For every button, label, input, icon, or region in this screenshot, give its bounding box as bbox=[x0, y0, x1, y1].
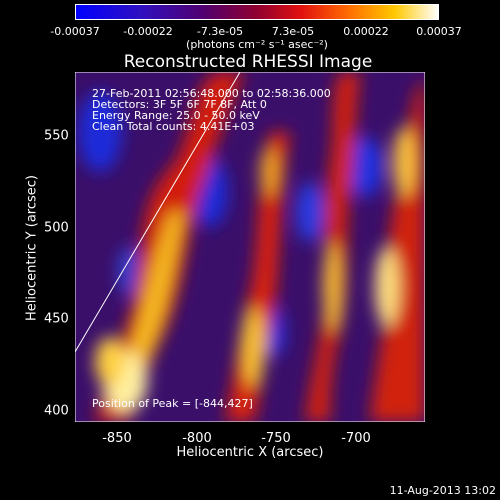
x-tick: -800 bbox=[182, 431, 212, 446]
solar-limb-line bbox=[75, 72, 241, 353]
colorbar-units: (photons cm⁻² s⁻¹ asec⁻²) bbox=[186, 38, 328, 51]
image-title: Reconstructed RHESSI Image bbox=[123, 52, 373, 72]
rhessi-image bbox=[75, 72, 425, 422]
info-clean-counts: Clean Total counts: 4.41E+03 bbox=[92, 120, 255, 133]
info-detectors: Detectors: 3F 5F 6F 7F 8F, Att 0 bbox=[92, 98, 267, 111]
colorbar bbox=[75, 4, 439, 20]
colorbar-tick: -0.00022 bbox=[123, 25, 173, 38]
y-axis-label: Heliocentric Y (arcsec) bbox=[24, 175, 40, 321]
info-energy-range: Energy Range: 25.0 - 50.0 keV bbox=[92, 109, 260, 122]
y-tick: 450 bbox=[44, 311, 69, 327]
colorbar-tick: -7.3e-05 bbox=[196, 25, 244, 38]
emission-pattern bbox=[78, 72, 425, 422]
image-panel bbox=[75, 72, 425, 422]
y-tick: 400 bbox=[44, 403, 69, 419]
colorbar-tick: 7.3e-05 bbox=[271, 25, 315, 38]
x-tick: -700 bbox=[341, 431, 371, 446]
colorbar-tick: 0.00022 bbox=[343, 25, 389, 38]
x-tick: -750 bbox=[261, 431, 291, 446]
x-axis-label: Heliocentric X (arcsec) bbox=[176, 445, 324, 460]
footer-date: 11-Aug-2013 13:02 bbox=[389, 484, 496, 497]
info-peak-position: Position of Peak = [-844,427] bbox=[92, 397, 253, 410]
y-tick: 500 bbox=[44, 220, 69, 236]
colorbar-tick: 0.00037 bbox=[416, 25, 462, 38]
y-tick: 550 bbox=[44, 128, 69, 144]
info-time-range: 27-Feb-2011 02:56:48.000 to 02:58:36.000 bbox=[92, 87, 331, 100]
x-tick: -850 bbox=[102, 431, 132, 446]
colorbar-tick: -0.00037 bbox=[50, 25, 100, 38]
